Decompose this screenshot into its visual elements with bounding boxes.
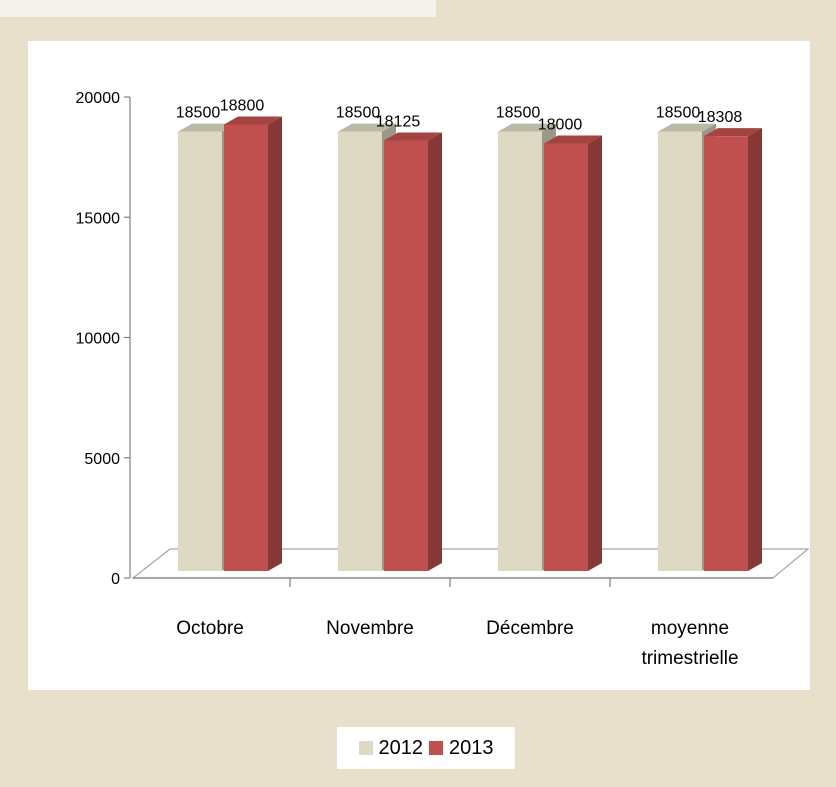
x-category-label: Novembre (326, 618, 414, 639)
data-label-2013-1: 18800 (220, 98, 265, 115)
plot-area: 0 5000 10000 15000 20000 18500 18800 Octobre 185… (28, 41, 810, 690)
bar-top (384, 132, 442, 141)
legend-item-2013: 2013 (429, 737, 494, 760)
y-tick-label: 20000 (76, 90, 121, 107)
bar-front (498, 131, 542, 571)
bar-top (178, 123, 236, 132)
bar-2013-4 (704, 128, 762, 571)
bar-top (224, 116, 282, 125)
bar-2013-2 (384, 132, 442, 571)
y-tick-label: 0 (111, 571, 120, 588)
bar-top (704, 128, 762, 137)
bar-top (658, 123, 716, 132)
bar-side (588, 135, 602, 571)
bar-2013-3 (544, 135, 602, 571)
bar-side (748, 128, 762, 571)
x-category-label-line: moyenne (651, 618, 729, 639)
legend-swatch-2012 (358, 741, 373, 755)
bar-front (704, 136, 748, 571)
x-category-label-line: Décembre (486, 618, 574, 639)
legend-label-2012: 2012 (378, 736, 424, 759)
y-tick-label: 15000 (76, 210, 121, 227)
top-strip (0, 0, 436, 17)
bar-front (384, 140, 428, 571)
y-tick-label: 10000 (76, 331, 121, 348)
bar-side (268, 116, 282, 571)
x-category-label-line: Octobre (176, 618, 244, 639)
bar-top (544, 135, 602, 144)
bar-front (658, 131, 702, 571)
y-tick-label: 5000 (84, 451, 120, 468)
legend-label-2013: 2013 (449, 736, 494, 759)
x-category-label: Décembre (486, 618, 574, 639)
x-category-label: Octobre (176, 618, 244, 639)
legend-swatch-2013 (429, 741, 443, 755)
x-category-label-line: trimestrielle (641, 648, 738, 669)
data-label-2012-1: 18500 (176, 105, 221, 122)
bar-front (224, 124, 268, 571)
data-label-2013-4: 18308 (698, 109, 743, 126)
data-label-2012-4: 18500 (656, 105, 701, 122)
bar-front (178, 131, 222, 571)
bar-top (498, 123, 556, 132)
legend: 2012 2013 (337, 727, 515, 769)
bar-top (338, 123, 396, 132)
bar-front (544, 143, 588, 571)
data-label-2013-3: 18000 (538, 117, 583, 134)
bar-2013-1 (224, 116, 282, 571)
bar-front (338, 131, 382, 571)
legend-item-2012: 2012 (358, 736, 424, 760)
bar-side (428, 132, 442, 571)
x-category-label: moyenne trimestrielle (641, 618, 738, 669)
x-category-label-line: Novembre (326, 618, 414, 639)
data-label-2012-3: 18500 (496, 105, 541, 122)
data-label-2012-2: 18500 (336, 105, 381, 122)
data-label-2013-2: 18125 (376, 114, 421, 131)
